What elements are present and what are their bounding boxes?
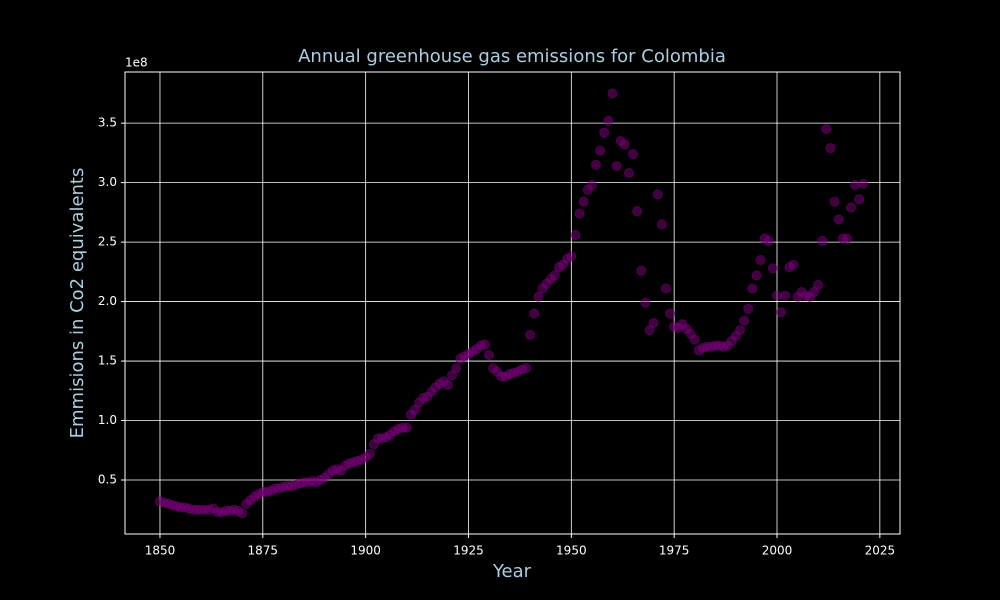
point <box>743 303 754 314</box>
point <box>767 263 778 274</box>
x-tick-label: 1850 <box>145 544 176 558</box>
point <box>780 290 791 301</box>
point <box>578 196 589 207</box>
point <box>533 291 544 302</box>
point <box>529 308 540 319</box>
y-tick-label: 0.5 <box>98 472 117 486</box>
point <box>237 508 248 519</box>
y-tick-label: 1.5 <box>98 354 117 368</box>
point <box>833 214 844 225</box>
point <box>858 178 869 189</box>
point <box>689 334 700 345</box>
point <box>586 180 597 191</box>
point <box>451 363 462 374</box>
x-tick-label: 1900 <box>350 544 381 558</box>
point <box>660 283 671 294</box>
point <box>772 290 783 301</box>
point <box>656 219 667 230</box>
point <box>611 160 622 171</box>
point <box>632 206 643 217</box>
plot-frame <box>124 71 901 535</box>
point <box>747 283 758 294</box>
point <box>549 270 560 281</box>
point <box>813 279 824 290</box>
point <box>821 124 832 135</box>
point <box>739 315 750 326</box>
point <box>846 202 857 213</box>
point <box>825 143 836 154</box>
point <box>566 251 577 262</box>
y-tick-label: 2.0 <box>98 294 117 308</box>
point <box>442 379 453 390</box>
point <box>734 325 745 336</box>
point <box>628 149 639 160</box>
y-tick-label: 3.5 <box>98 116 117 130</box>
point <box>570 229 581 240</box>
point <box>652 189 663 200</box>
x-axis-label: Year <box>492 561 532 582</box>
point <box>525 329 536 340</box>
point <box>607 88 618 99</box>
y-tick-label: 2.5 <box>98 235 117 249</box>
point <box>521 363 532 374</box>
point <box>364 448 375 459</box>
point <box>665 308 676 319</box>
chart-title: Annual greenhouse gas emissions for Colo… <box>298 46 726 67</box>
x-tick-label: 1975 <box>659 544 690 558</box>
point <box>755 254 766 265</box>
x-tick-label: 2000 <box>762 544 793 558</box>
point <box>484 350 495 361</box>
x-tick-label: 2025 <box>865 544 896 558</box>
point <box>599 127 610 138</box>
y-tick-label: 3.0 <box>98 175 117 189</box>
point <box>623 168 634 179</box>
point <box>817 235 828 246</box>
x-tick-label: 1925 <box>453 544 484 558</box>
x-tick-label: 1950 <box>556 544 587 558</box>
point <box>788 259 799 270</box>
point <box>401 422 412 433</box>
point <box>574 208 585 219</box>
point <box>595 145 606 156</box>
point <box>841 233 852 244</box>
point <box>603 115 614 126</box>
point <box>648 317 659 328</box>
point <box>850 180 861 191</box>
point <box>591 159 602 170</box>
y-tick-label: 1.0 <box>98 413 117 427</box>
point <box>829 196 840 207</box>
point <box>763 235 774 246</box>
point <box>479 339 490 350</box>
point <box>751 270 762 281</box>
y-axis-label: Emmisions in Co2 equivalents <box>67 168 88 439</box>
y-offset-label: 1e8 <box>125 56 148 70</box>
point <box>854 194 865 205</box>
point <box>776 307 787 318</box>
point <box>640 297 651 308</box>
point <box>636 265 647 276</box>
x-tick-label: 1875 <box>248 544 279 558</box>
point <box>619 139 630 150</box>
